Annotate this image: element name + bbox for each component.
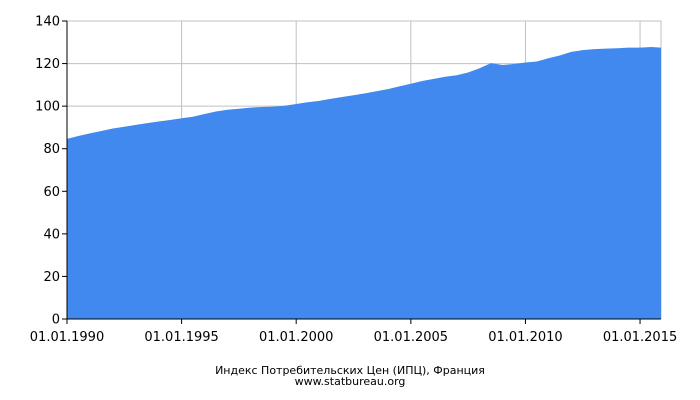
y-tick-label: 120	[35, 57, 60, 72]
x-tick-label: 01.01.2015	[603, 330, 677, 345]
cpi-area	[67, 46, 661, 319]
y-tick-label: 40	[43, 227, 60, 242]
chart-title: Индекс Потребительских Цен (ИПЦ), Франци…	[215, 364, 485, 377]
y-tick-labels: 0 20 40 60 80 100 120 140	[35, 15, 60, 328]
y-tick-label: 60	[43, 185, 60, 200]
x-tick-label: 01.01.2010	[488, 330, 562, 345]
y-tick-label: 80	[43, 142, 60, 157]
y-tick-label: 0	[52, 313, 60, 328]
axes	[62, 20, 661, 324]
x-tick-label: 01.01.2000	[259, 330, 333, 345]
y-tick-label: 20	[43, 270, 60, 285]
chart-source: www.statbureau.org	[294, 375, 406, 388]
y-tick-label: 140	[35, 15, 60, 30]
y-tick-label: 100	[35, 100, 60, 115]
x-tick-labels: 01.01.1990 01.01.1995 01.01.2000 01.01.2005…	[30, 330, 677, 345]
x-tick-label: 01.01.1990	[30, 330, 104, 345]
x-tick-label: 01.01.2005	[374, 330, 448, 345]
x-tick-label: 01.01.1995	[144, 330, 218, 345]
